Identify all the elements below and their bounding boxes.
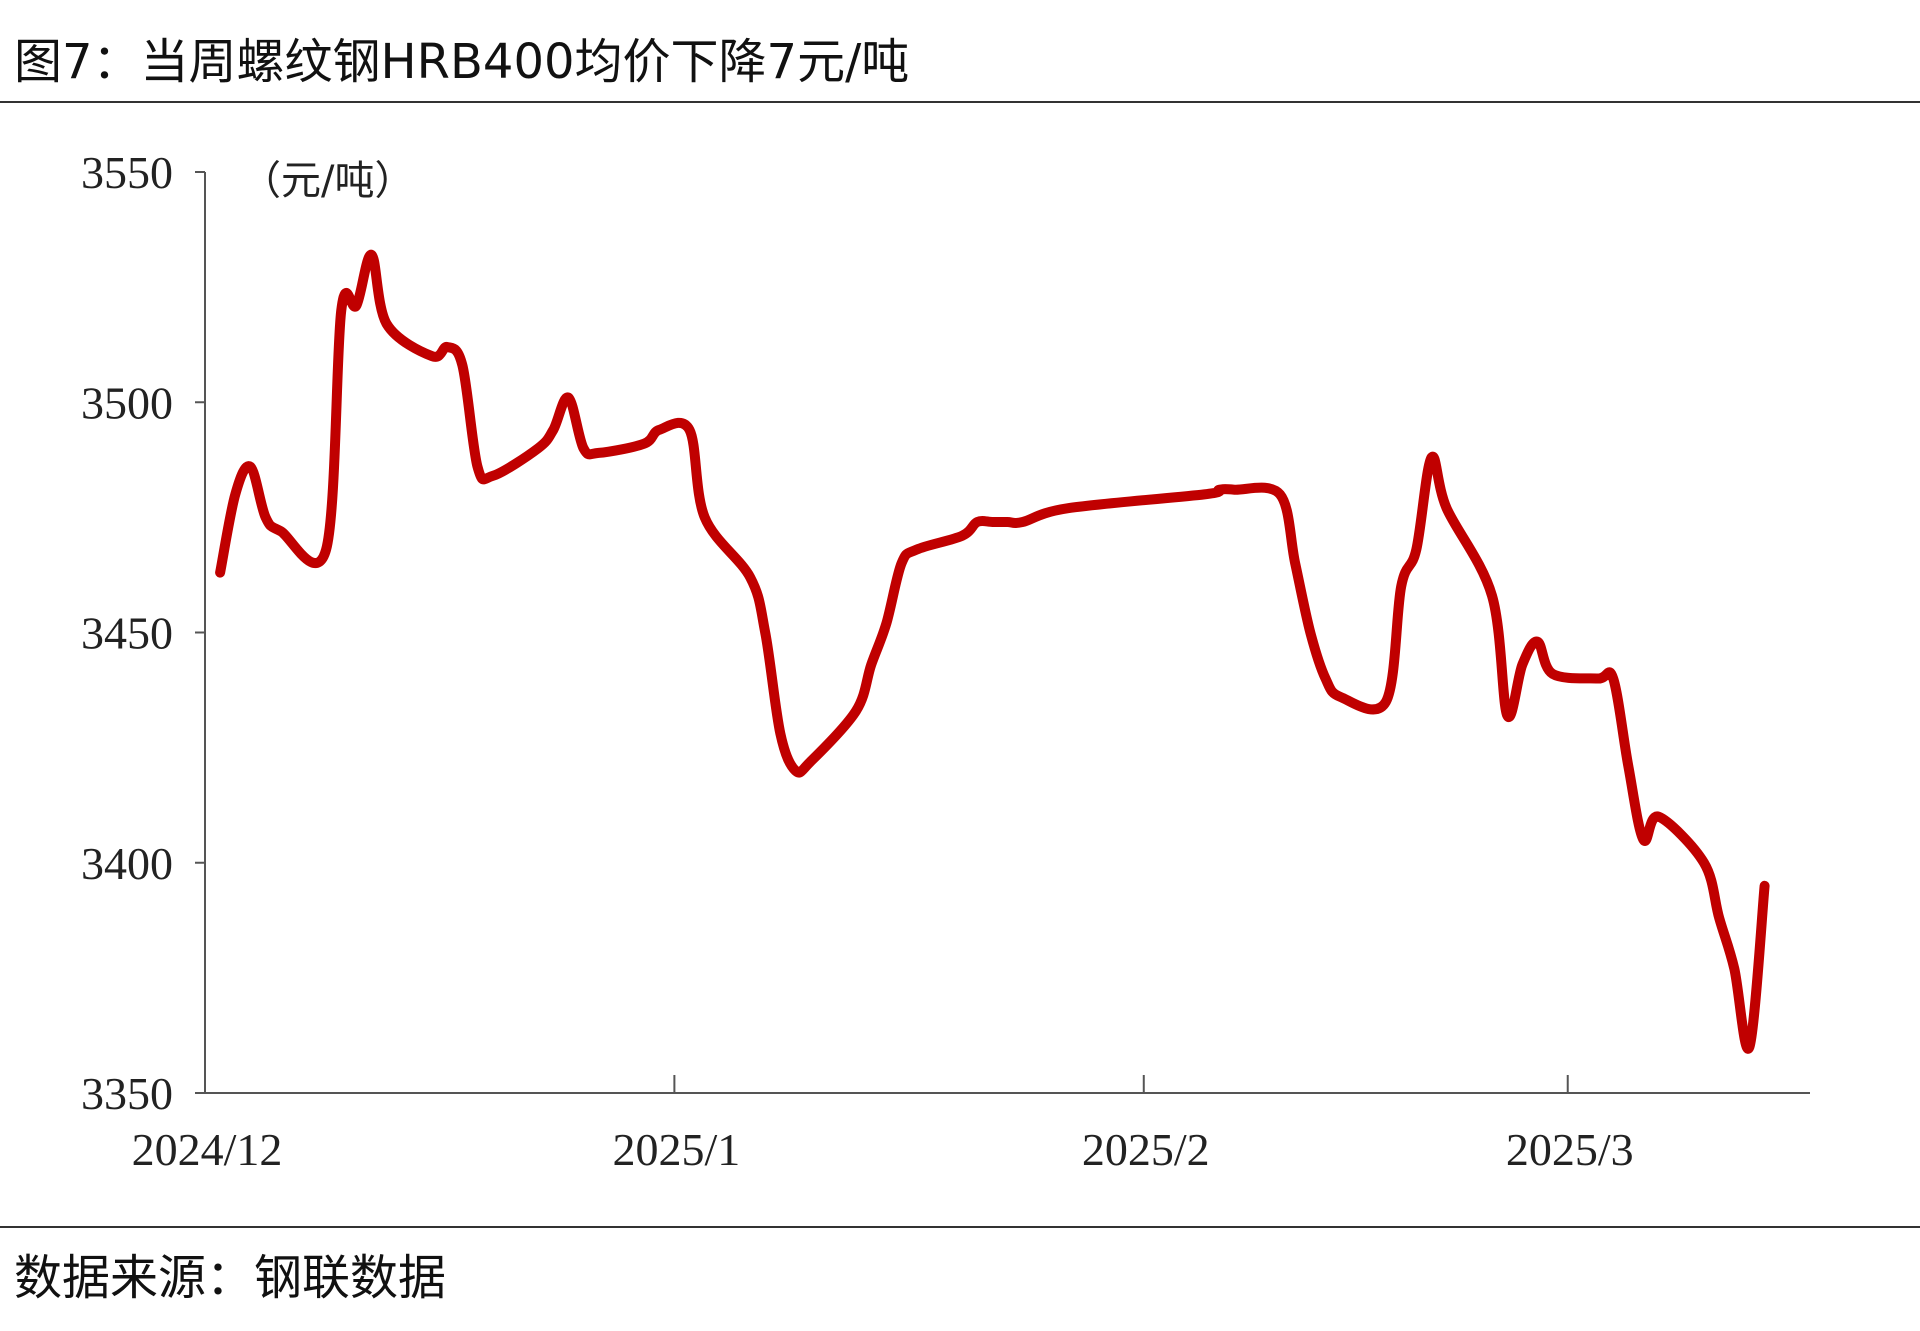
- price-data-point: [764, 631, 767, 634]
- price-data-point: [1309, 631, 1312, 634]
- price-data-point: [779, 732, 782, 735]
- price-data-point: [264, 516, 267, 519]
- price-data-point: [915, 548, 918, 551]
- price-data-point: [900, 562, 903, 565]
- price-data-point: [643, 442, 646, 445]
- price-data-point: [370, 253, 373, 256]
- y-tick-label: 3400: [81, 838, 173, 889]
- price-data-point: [1703, 861, 1705, 864]
- bottom-rule: [0, 1226, 1920, 1228]
- figure-title: 图7：当周螺纹钢HRB400均价下降7元/吨: [14, 34, 910, 90]
- chart-axes: [204, 172, 1810, 1094]
- y-tick-label: 3550: [81, 147, 173, 198]
- price-data-point: [1400, 585, 1403, 588]
- price-data-point: [1218, 488, 1221, 491]
- price-data-point: [476, 465, 479, 468]
- y-axis-ticks: 3350 3400 3450 3500 3550: [81, 147, 205, 1119]
- price-data-point: [340, 309, 343, 312]
- price-data-point: [855, 709, 858, 712]
- price-data-point: [749, 576, 752, 579]
- price-data-point: [1491, 594, 1493, 597]
- price-data-point: [1748, 1046, 1751, 1048]
- price-data-point: [976, 521, 979, 523]
- price-data-point: [325, 548, 328, 551]
- price-data-point: [794, 769, 797, 772]
- price-data-point: [355, 304, 358, 307]
- price-data-point: [1536, 640, 1539, 643]
- price-data-point: [537, 447, 540, 450]
- price-data-point: [446, 346, 449, 348]
- x-tick-label: 2025/2: [1082, 1124, 1210, 1175]
- price-data-point: [1627, 765, 1630, 767]
- price-data-point: [1642, 838, 1645, 841]
- top-rule: [0, 101, 1920, 103]
- price-data-point: [870, 663, 873, 666]
- price-data-point: [1233, 488, 1236, 491]
- price-data-point: [961, 534, 964, 537]
- price-series-line: [215, 249, 1770, 1054]
- price-data-point: [1006, 521, 1009, 523]
- price-data-point: [1612, 677, 1615, 680]
- price-data-point: [431, 355, 434, 358]
- price-data-point: [809, 760, 812, 763]
- y-tick-label: 3450: [81, 608, 173, 659]
- price-data-point: [249, 465, 252, 468]
- price-data-point: [552, 428, 555, 431]
- price-data-point: [1551, 672, 1554, 675]
- price-data-point: [1763, 884, 1766, 887]
- price-data-point: [1506, 714, 1509, 717]
- price-data-point: [1657, 815, 1660, 818]
- price-data-point: [1279, 493, 1281, 496]
- x-axis-ticks: 2024/12 2025/1 2025/2 2025/3: [132, 1075, 1634, 1175]
- price-data-point: [279, 530, 282, 533]
- price-data-point: [991, 521, 994, 523]
- price-data-point: [1385, 700, 1387, 703]
- price-data-point: [885, 622, 888, 625]
- price-data-point: [597, 451, 600, 454]
- price-data-point: [385, 323, 388, 325]
- price-data-point: [1415, 548, 1418, 551]
- price-data-point: [703, 516, 706, 519]
- price-data-point: [1430, 456, 1433, 459]
- x-tick-label: 2025/3: [1506, 1124, 1634, 1175]
- price-data-point: [658, 428, 661, 431]
- price-data-point: [688, 428, 691, 431]
- series-group: [215, 249, 1770, 1054]
- x-tick-label: 2025/1: [612, 1124, 740, 1175]
- price-data-point: [1324, 677, 1327, 680]
- x-tick-label: 2024/12: [132, 1124, 283, 1175]
- price-data-point: [1718, 917, 1721, 919]
- y-tick-label: 3350: [81, 1068, 173, 1119]
- price-data-point: [1597, 677, 1599, 680]
- price-data-point: [461, 364, 464, 367]
- price-data-point: [491, 474, 494, 477]
- price-data-point: [219, 571, 222, 574]
- price-data-point: [582, 447, 585, 450]
- price-data-point: [1339, 696, 1342, 698]
- price-data-point: [1067, 507, 1070, 510]
- price-data-point: [1521, 663, 1524, 666]
- price-data-point: [1021, 521, 1024, 523]
- price-data-point: [1203, 493, 1206, 496]
- y-tick-label: 3500: [81, 377, 173, 428]
- price-data-point: [1294, 562, 1297, 565]
- price-data-point: [234, 493, 237, 496]
- y-axis-unit-label: （元/吨）: [241, 158, 414, 204]
- price-data-point: [567, 396, 570, 399]
- price-data-point: [1733, 967, 1736, 970]
- source-note: 数据来源：钢联数据: [14, 1250, 447, 1306]
- price-data-point: [1445, 507, 1448, 510]
